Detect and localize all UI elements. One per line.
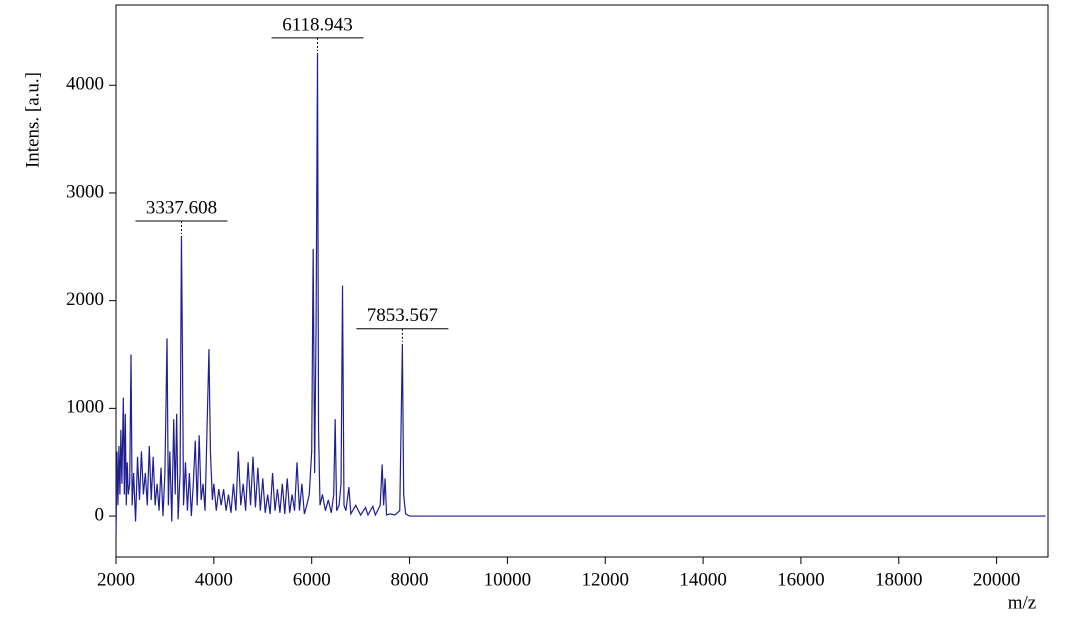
x-tick-label: 4000 — [195, 569, 233, 590]
annotation-text: 7853.567 — [367, 305, 438, 326]
y-tick-label: 1000 — [66, 397, 104, 418]
x-tick-label: 14000 — [679, 569, 727, 590]
x-tick-label: 10000 — [484, 569, 532, 590]
x-tick-label: 6000 — [293, 569, 331, 590]
y-axis-label: Intens. [a.u.] — [22, 72, 43, 168]
y-tick-label: 0 — [95, 504, 105, 525]
spectrum-line — [115, 52, 1046, 538]
x-tick-label: 16000 — [777, 569, 825, 590]
annotation-text: 3337.608 — [146, 197, 217, 218]
y-tick-label: 2000 — [66, 289, 104, 310]
x-tick-label: 8000 — [391, 569, 429, 590]
x-tick-label: 18000 — [875, 569, 923, 590]
annotation-text: 6118.943 — [282, 14, 353, 35]
y-tick-label: 3000 — [66, 181, 104, 202]
y-tick-label: 4000 — [66, 74, 104, 95]
x-tick-label: 2000 — [97, 569, 135, 590]
x-tick-label: 12000 — [581, 569, 629, 590]
x-axis-label: m/z — [1008, 592, 1037, 613]
plot-frame — [115, 4, 1049, 558]
x-tick-label: 20000 — [973, 569, 1021, 590]
